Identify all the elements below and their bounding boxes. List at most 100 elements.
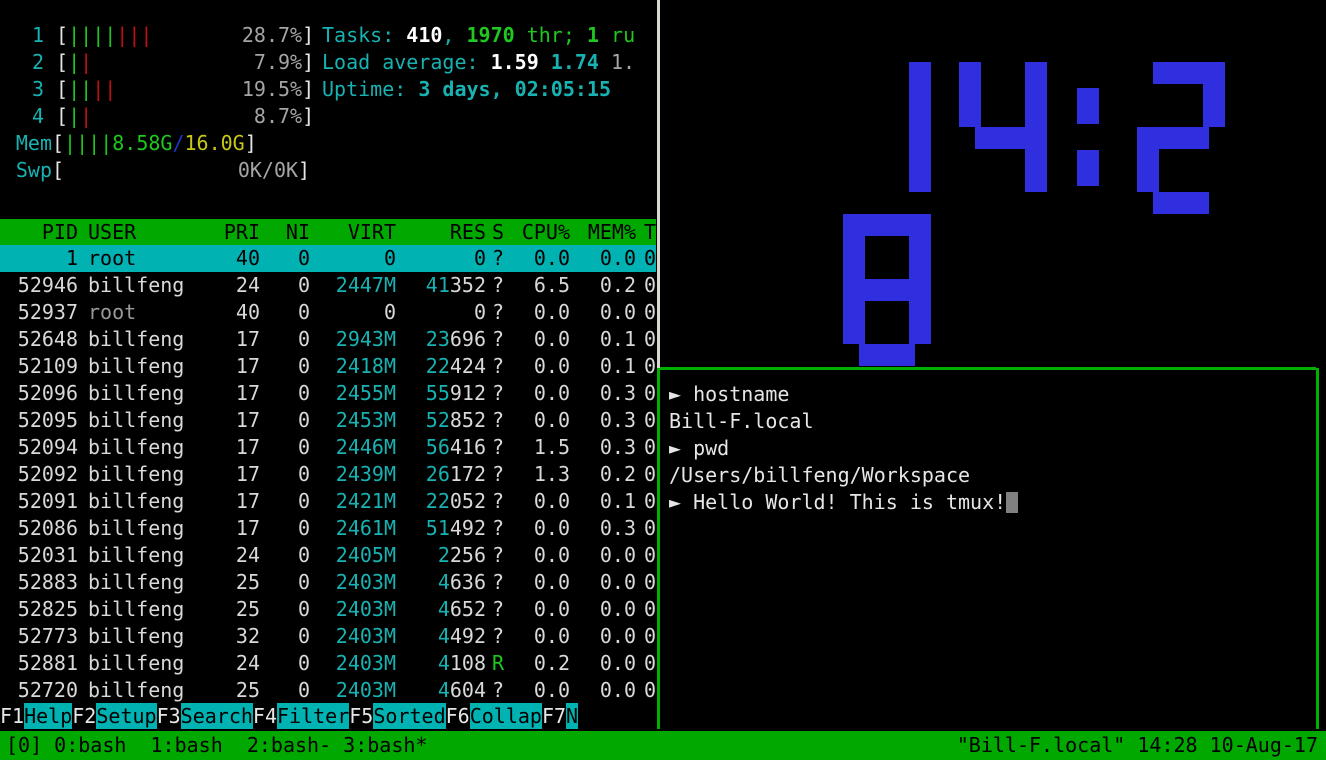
cell-pri: 40 bbox=[235, 300, 260, 324]
cell-cpu-percent: 0.0 bbox=[533, 570, 570, 594]
cell-pri: 17 bbox=[235, 354, 260, 378]
cell-virt: 2403M bbox=[335, 570, 396, 594]
clock-digit bbox=[843, 62, 931, 214]
fkey-f1-label[interactable]: Help bbox=[24, 703, 73, 729]
fkey-f3-number[interactable]: F3 bbox=[156, 703, 181, 729]
column-header-s[interactable]: S bbox=[491, 220, 505, 244]
res-value-tail: 652 bbox=[449, 597, 486, 621]
shell-prompt-icon: ► bbox=[669, 490, 694, 514]
tmux-status-left[interactable]: [0] 0:bash 1:bash 2:bash- 3:bash* bbox=[6, 733, 428, 757]
cell-cpu-percent: 0.0 bbox=[533, 543, 570, 567]
threads-label: thr; bbox=[514, 23, 587, 47]
column-header-pri[interactable]: PRI bbox=[223, 220, 260, 244]
cpu-meter-label: 3 bbox=[31, 77, 44, 101]
fkey-f6-label[interactable]: Collap bbox=[469, 703, 542, 729]
column-header-user[interactable]: USER bbox=[88, 220, 137, 244]
res-value-lead: 26 bbox=[425, 462, 450, 486]
fkey-f3-label[interactable]: Search bbox=[180, 703, 253, 729]
clock-segment-c bbox=[909, 127, 931, 192]
cell-time: 0: bbox=[644, 489, 656, 513]
pane-divider-vertical-bottom[interactable] bbox=[657, 368, 660, 729]
clock-segment-b bbox=[909, 62, 931, 127]
cell-state: ? bbox=[491, 570, 505, 594]
meter-close-bracket: ] bbox=[302, 77, 315, 101]
memory-meter: Mem[||||8.58G/16.0G] bbox=[0, 130, 656, 157]
column-header-res[interactable]: RES bbox=[449, 220, 486, 244]
tasks-row: Tasks: 410, 1970 thr; 1 ru bbox=[322, 22, 656, 49]
cell-mem-percent: 0.3 bbox=[599, 435, 636, 459]
cell-cpu-percent: 0.0 bbox=[533, 300, 570, 324]
tasks-label: Tasks: bbox=[322, 23, 407, 47]
clock-segment-f bbox=[959, 62, 981, 127]
column-header-ni[interactable]: NI bbox=[285, 220, 310, 244]
cell-res: 4604 bbox=[396, 677, 486, 704]
cell-ni: 0 bbox=[297, 543, 310, 567]
cell-pid: 52720 bbox=[17, 678, 78, 702]
column-header-pid[interactable]: PID bbox=[41, 220, 78, 244]
cell-mem-percent: 0.0 bbox=[599, 300, 636, 324]
pane-divider-vertical-top[interactable] bbox=[657, 0, 660, 368]
fkey-f2-label[interactable]: Setup bbox=[96, 703, 157, 729]
res-value-tail: 424 bbox=[449, 354, 486, 378]
shell-line-text: /Users/billfeng/Workspace bbox=[669, 463, 971, 487]
process-row[interactable]: 52937 root 40 0 0 0? 0.0 0.0 0: bbox=[0, 299, 656, 326]
process-row[interactable]: 1 root 40 0 0 0? 0.0 0.0 0: bbox=[0, 245, 656, 272]
tmux-clock-pane[interactable] bbox=[661, 0, 1326, 366]
clock-digit bbox=[1137, 62, 1225, 214]
load-1min: 1.59 bbox=[490, 50, 539, 74]
cell-mem-percent: 0.1 bbox=[599, 354, 636, 378]
shell-pane[interactable]: ► hostname Bill-F.local ► pwd/Users/billfe… bbox=[661, 371, 1326, 729]
cell-mem-percent: 0.2 bbox=[599, 273, 636, 297]
htop-pane[interactable]: 1 [||||||| 28.7%] 2 [|| 7.9%] 3 [|||| 19.5%] 4… bbox=[0, 0, 656, 729]
fkey-f1-number[interactable]: F1 bbox=[0, 703, 25, 729]
column-header-virt[interactable]: VIRT bbox=[347, 220, 396, 244]
process-table-header[interactable]: PID USER PRI NI VIRT RES S CPU% MEM% T bbox=[0, 219, 656, 245]
threads-count: 1970 bbox=[466, 23, 515, 47]
fkey-f5-number[interactable]: F5 bbox=[349, 703, 374, 729]
clock-colon bbox=[1075, 62, 1109, 214]
meter-bar-segment: | bbox=[92, 77, 105, 101]
fkey-f5-label[interactable]: Sorted bbox=[373, 703, 446, 729]
fkey-f4-number[interactable]: F4 bbox=[252, 703, 278, 729]
cell-pid: 52091 bbox=[17, 489, 78, 513]
column-header-t[interactable]: T bbox=[644, 220, 656, 244]
meter-close-bracket: ] bbox=[302, 50, 315, 74]
res-value-lead: 22 bbox=[425, 354, 450, 378]
cell-time: 0: bbox=[644, 597, 656, 621]
fkey-f4-label[interactable]: Filter bbox=[277, 703, 350, 729]
cell-cpu-percent: 0.0 bbox=[533, 678, 570, 702]
process-table-body[interactable]: 1root40000?0.00.00:52946billfeng2402447M… bbox=[0, 245, 656, 704]
fkey-f6-number[interactable]: F6 bbox=[445, 703, 470, 729]
htop-function-key-bar[interactable]: F1Help F2Setup F3SearchF4FilterF5SortedF… bbox=[0, 703, 656, 729]
cell-ni: 0 bbox=[297, 651, 310, 675]
fkey-f7-label[interactable]: N bbox=[566, 703, 579, 729]
cell-ni: 0 bbox=[297, 300, 310, 324]
cell-state: ? bbox=[491, 597, 505, 621]
cell-ni: 0 bbox=[297, 678, 310, 702]
column-header-mem-pct[interactable]: MEM% bbox=[587, 220, 636, 244]
column-header-cpu-pct[interactable]: CPU% bbox=[521, 220, 570, 244]
cell-state: ? bbox=[491, 624, 505, 648]
shell-cursor bbox=[1006, 492, 1019, 513]
memory-separator: / bbox=[172, 131, 185, 155]
fkey-f2-number[interactable]: F2 bbox=[72, 703, 97, 729]
fkey-f7-number[interactable]: F7 bbox=[541, 703, 567, 729]
res-value-lead: 4 bbox=[437, 570, 450, 594]
tmux-status-bar[interactable]: [0] 0:bash 1:bash 2:bash- 3:bash* "Bill-… bbox=[0, 731, 1326, 760]
pane-divider-horizontal[interactable] bbox=[660, 367, 1316, 370]
